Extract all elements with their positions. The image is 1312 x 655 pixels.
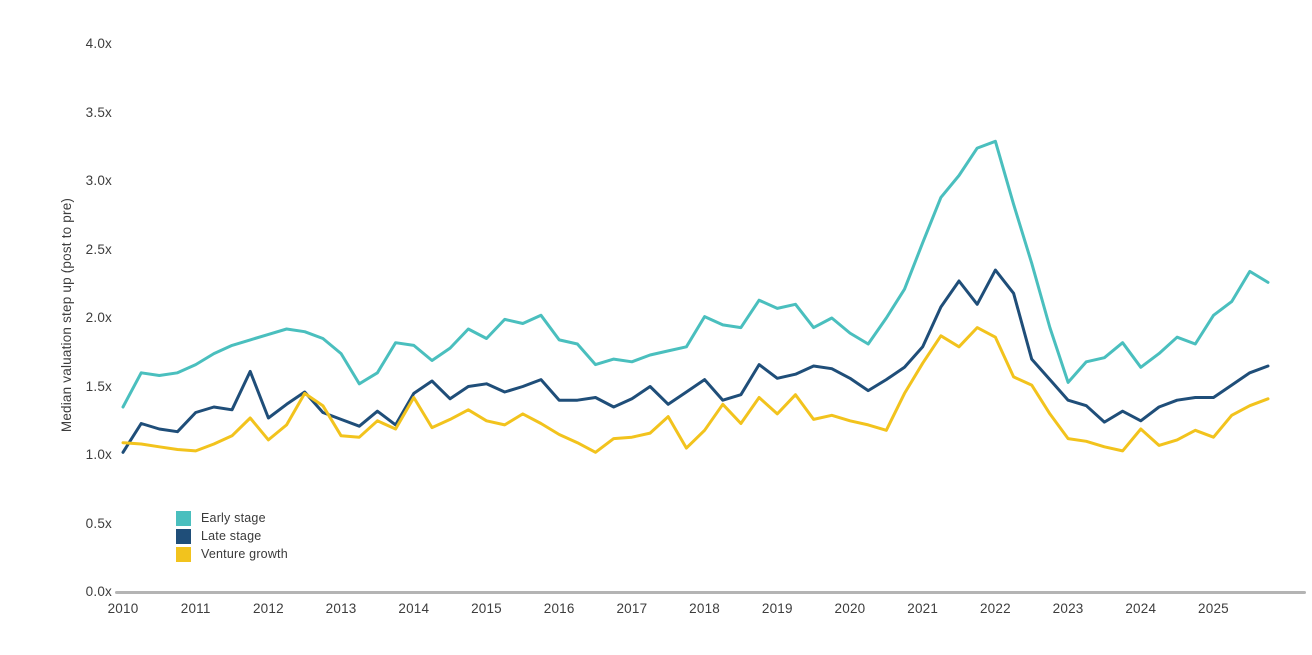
series-line-late-stage	[121, 268, 1270, 454]
y-tick-label: 1.0x	[85, 447, 112, 462]
legend-swatch-icon	[176, 528, 191, 544]
y-tick-label: 3.0x	[85, 173, 112, 188]
y-tick-label: 2.0x	[85, 310, 112, 325]
y-tick-label: 3.5x	[85, 104, 112, 120]
series-line-venture-growth	[121, 326, 1270, 454]
series-line-early-stage	[121, 139, 1270, 409]
x-tick-label: 2020	[834, 601, 866, 616]
legend-label: Venture growth	[201, 547, 288, 561]
legend: Early stage Late stage Venture growth	[176, 509, 288, 563]
legend-swatch-icon	[176, 546, 191, 562]
x-tick-label: 2015	[471, 601, 502, 616]
legend-item: Early stage	[176, 509, 288, 527]
x-tick-label: 2017	[616, 601, 648, 616]
y-tick-label: 0.5x	[85, 515, 112, 531]
x-tick-label: 2014	[398, 601, 430, 616]
y-tick-label: 1.5x	[85, 378, 112, 394]
y-tick-label: 2.5x	[85, 241, 112, 257]
legend-label: Late stage	[201, 529, 262, 543]
y-tick-label: 0.0x	[85, 584, 112, 599]
x-tick-label: 2021	[907, 601, 939, 616]
x-tick-label: 2012	[252, 601, 284, 616]
x-axis-line	[115, 591, 1306, 594]
x-tick-label: 2011	[180, 601, 211, 616]
x-tick-label: 2018	[689, 601, 720, 616]
legend-label: Early stage	[201, 511, 266, 525]
x-tick-label: 2019	[761, 601, 793, 616]
x-tick-label: 2016	[543, 601, 575, 616]
x-tick-label: 2023	[1052, 601, 1084, 616]
legend-item: Late stage	[176, 527, 288, 545]
x-tick-label: 2024	[1125, 601, 1157, 616]
legend-item: Venture growth	[176, 545, 288, 563]
y-tick-label: 4.0x	[85, 36, 112, 51]
legend-swatch-icon	[176, 510, 191, 526]
x-tick-label: 2025	[1198, 601, 1229, 616]
x-tick-label: 2022	[979, 601, 1011, 616]
x-tick-label: 2010	[107, 601, 139, 616]
x-tick-label: 2013	[325, 601, 357, 616]
